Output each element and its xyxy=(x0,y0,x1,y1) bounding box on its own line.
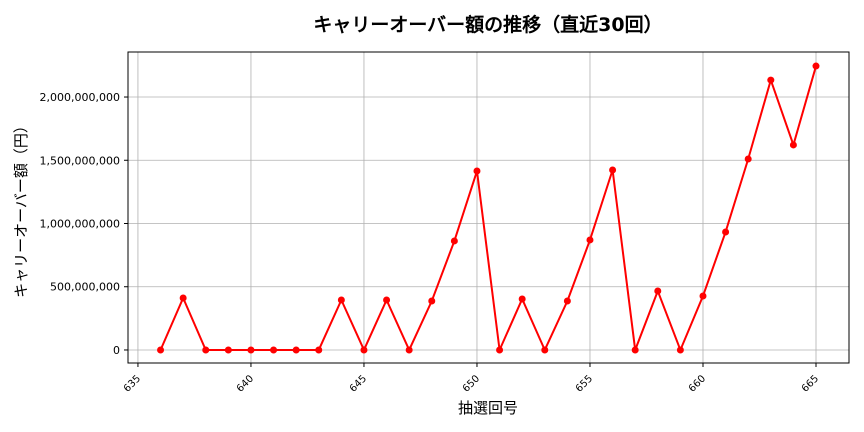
data-point xyxy=(812,62,820,70)
data-point xyxy=(428,297,436,305)
data-point xyxy=(789,141,797,149)
data-point xyxy=(383,296,391,304)
grid xyxy=(128,52,849,363)
data-point xyxy=(563,297,571,305)
data-point xyxy=(541,346,549,354)
x-tick-label: 640 xyxy=(235,373,256,394)
x-axis-label: 抽選回号 xyxy=(458,399,518,417)
data-point xyxy=(654,287,662,295)
x-tick-label: 650 xyxy=(461,373,482,394)
x-tick-label: 665 xyxy=(800,373,821,394)
data-point xyxy=(699,292,707,300)
series-line xyxy=(157,62,820,354)
x-tick-label: 655 xyxy=(574,373,595,394)
data-point xyxy=(315,346,323,354)
data-point xyxy=(292,346,300,354)
data-point xyxy=(202,346,210,354)
data-point xyxy=(586,236,594,244)
y-tick-label: 2,000,000,000 xyxy=(40,91,120,104)
y-tick-label: 500,000,000 xyxy=(50,281,120,294)
data-point xyxy=(496,346,504,354)
data-point xyxy=(337,296,345,304)
data-point xyxy=(609,166,617,174)
data-point xyxy=(518,295,526,303)
chart-title: キャリーオーバー額の推移（直近30回） xyxy=(313,13,662,36)
data-point xyxy=(767,76,775,84)
data-point xyxy=(247,346,255,354)
data-point xyxy=(224,346,232,354)
plot-frame xyxy=(127,51,850,364)
data-point xyxy=(473,167,481,175)
y-tick-label: 1,500,000,000 xyxy=(40,154,120,167)
x-tick-label: 645 xyxy=(348,373,369,394)
data-point xyxy=(744,155,752,163)
y-tick-label: 0 xyxy=(113,344,120,357)
data-line xyxy=(159,65,817,354)
data-point xyxy=(676,346,684,354)
data-point xyxy=(450,237,458,245)
y-tick-label: 1,000,000,000 xyxy=(40,217,120,230)
data-point xyxy=(360,346,368,354)
x-tick-label: 635 xyxy=(122,373,143,394)
data-point xyxy=(179,294,187,302)
data-point xyxy=(270,346,278,354)
ticks: 635 640 645 650 655 660 665 0 500,000,000 1,000,0… xyxy=(40,91,822,395)
data-point xyxy=(631,346,639,354)
y-axis-label: キャリーオーバー額（円） xyxy=(12,118,30,298)
data-point xyxy=(722,228,730,236)
data-point xyxy=(157,346,165,354)
data-point xyxy=(405,346,413,354)
x-tick-label: 660 xyxy=(687,373,708,394)
